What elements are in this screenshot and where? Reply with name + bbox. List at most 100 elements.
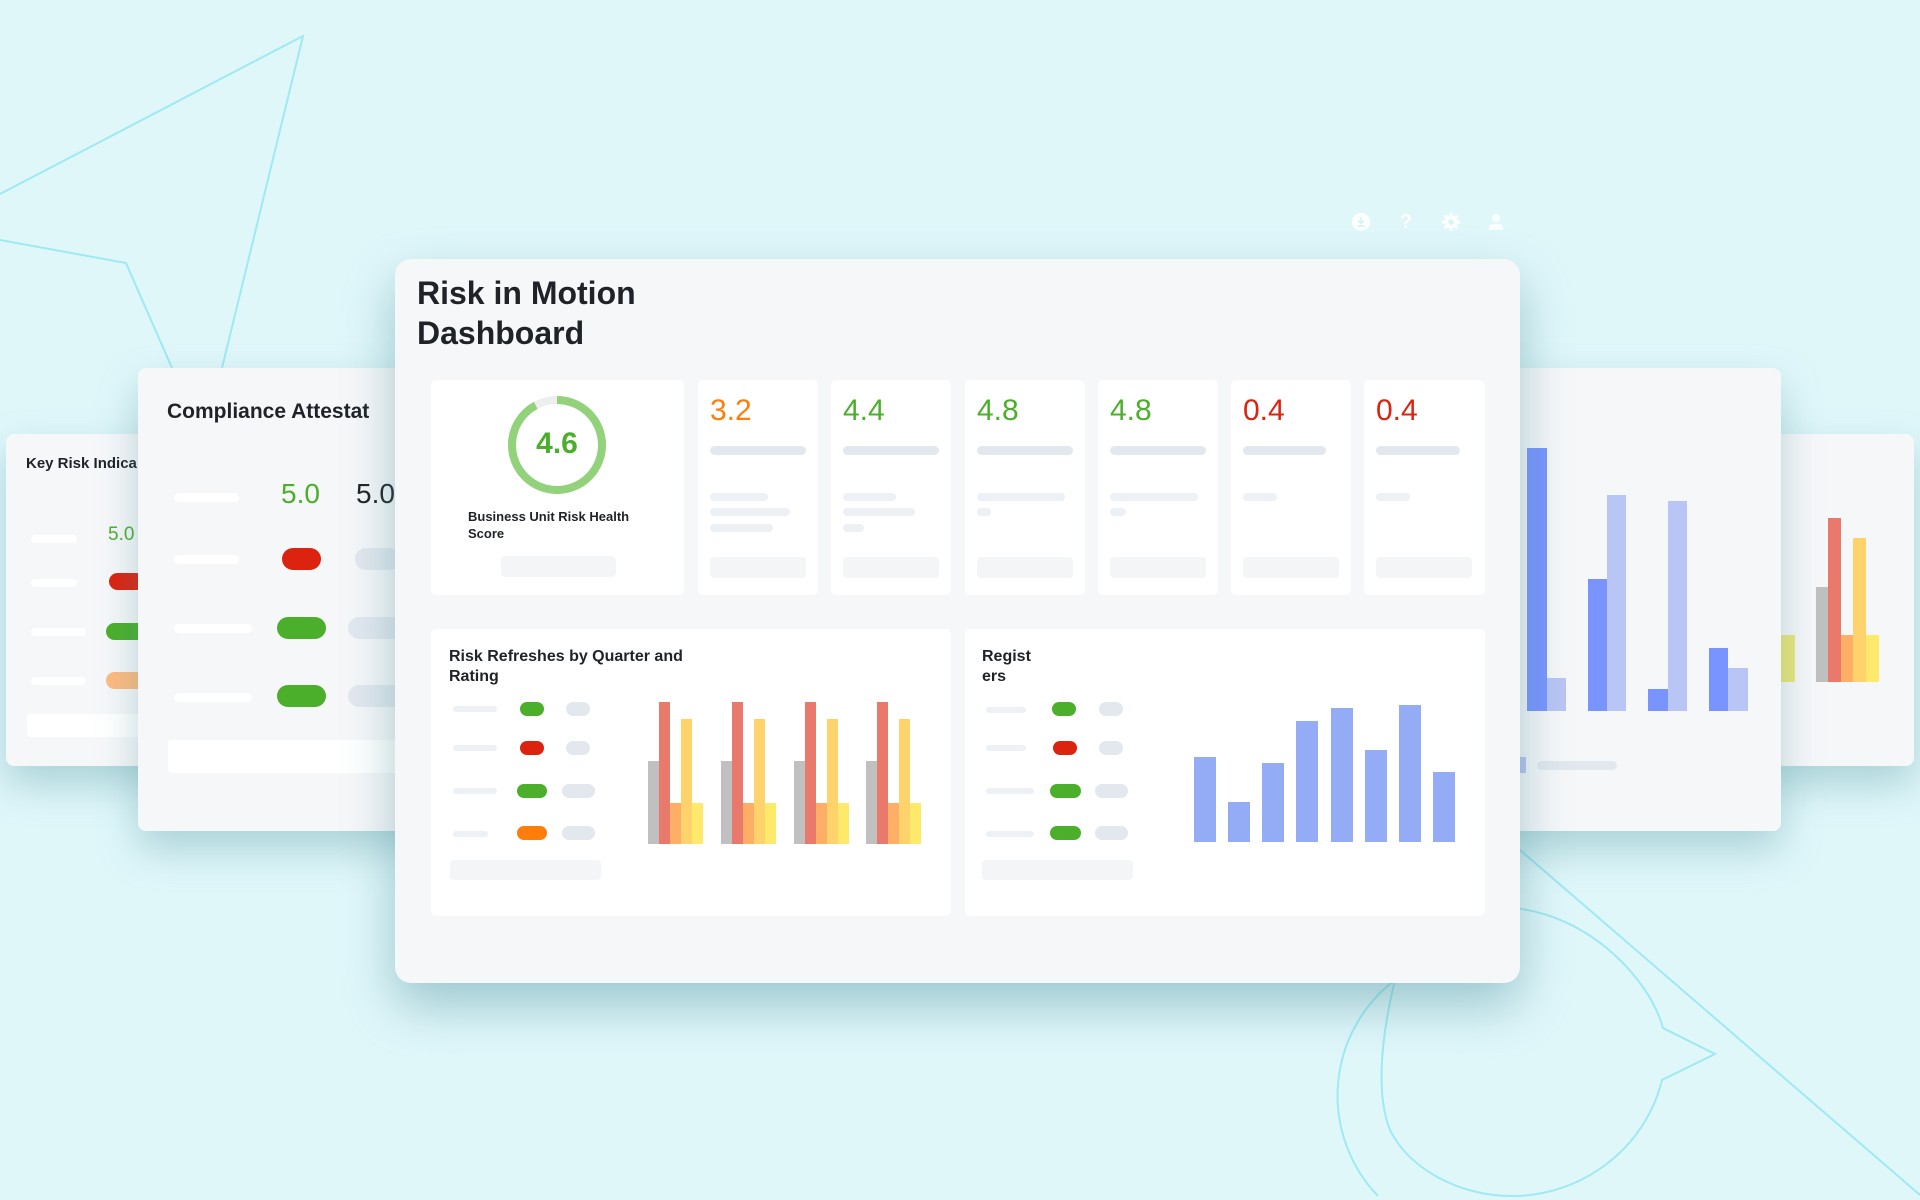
- kpi-text-placeholder: [843, 508, 915, 516]
- bar-light: [1668, 501, 1687, 711]
- health-gauge: [508, 396, 606, 494]
- kpi-footer-placeholder: [843, 557, 939, 578]
- bar-dark: [1648, 689, 1668, 711]
- footer-placeholder: [501, 556, 616, 577]
- row-label-placeholder: [453, 745, 497, 751]
- status-pill-green: [277, 617, 326, 639]
- bar-orange: [1841, 635, 1853, 682]
- bar-dark: [1527, 448, 1547, 711]
- kpi-card[interactable]: 3.2: [698, 380, 818, 595]
- download-icon[interactable]: [1349, 210, 1373, 234]
- help-glyph: ?: [1399, 210, 1413, 233]
- status-pill-neutral: [348, 617, 403, 639]
- key-risk-value: 5.0: [108, 524, 135, 545]
- page-title-line1: Risk in Motion: [417, 275, 636, 311]
- status-pill-neutral: [566, 702, 590, 716]
- health-score-label: Business Unit Risk Health Score: [468, 509, 630, 541]
- status-pill-neutral: [1099, 741, 1123, 755]
- status-pill-red: [109, 573, 145, 590]
- register-bar: [1365, 750, 1387, 842]
- status-pill-green: [277, 685, 326, 707]
- status-pill-neutral: [562, 826, 595, 840]
- health-score-card[interactable]: 4.6 Business Unit Risk Health Score: [431, 380, 684, 595]
- status-pill-green: [106, 623, 146, 640]
- bar-yellow: [765, 803, 776, 844]
- status-pill-green: [1050, 784, 1081, 798]
- risk-refreshes-panel[interactable]: Risk Refreshes by Quarter and Rating: [431, 629, 951, 916]
- kpi-title-placeholder: [843, 446, 939, 455]
- settings-icon[interactable]: [1439, 210, 1463, 234]
- kpi-value: 4.8: [977, 394, 1019, 427]
- registers-title: Regist ers: [982, 648, 1031, 685]
- register-bar: [1296, 721, 1318, 842]
- kpi-text-placeholder: [1243, 493, 1277, 501]
- status-pill-neutral: [1095, 784, 1128, 798]
- kpi-card[interactable]: 4.4: [831, 380, 951, 595]
- bar-light: [1607, 495, 1626, 711]
- kpi-footer-placeholder: [1243, 557, 1339, 578]
- row-label-placeholder: [986, 831, 1034, 837]
- compliance-attestation-card: Compliance Attestat 5.0 5.0: [138, 368, 438, 831]
- status-pill-red: [282, 548, 321, 570]
- kpi-value: 0.4: [1376, 394, 1418, 427]
- compliance-card-title: Compliance Attestat: [167, 400, 370, 423]
- status-pill-orange: [517, 826, 547, 840]
- rating-chart-card: [1760, 434, 1914, 766]
- registers-panel[interactable]: Regist ers: [965, 629, 1485, 916]
- kpi-footer-placeholder: [977, 557, 1073, 578]
- kpi-card[interactable]: 4.8: [1098, 380, 1218, 595]
- kpi-title-placeholder: [1376, 446, 1460, 455]
- bar-yellow: [838, 803, 849, 844]
- bar-red: [1828, 518, 1841, 682]
- row-label-placeholder: [453, 706, 497, 712]
- kpi-title-placeholder: [710, 446, 806, 455]
- bar-gray: [866, 761, 877, 844]
- bar-light: [1547, 678, 1566, 711]
- status-pill-neutral: [1095, 826, 1128, 840]
- help-icon[interactable]: ?: [1394, 210, 1418, 234]
- kpi-title-placeholder: [1243, 446, 1326, 455]
- bar-dark: [1588, 579, 1607, 711]
- row-label-placeholder: [986, 745, 1026, 751]
- row-label-placeholder: [174, 624, 252, 633]
- registers-chart: [965, 629, 1485, 916]
- status-pill-neutral: [355, 548, 400, 570]
- bar-red: [877, 702, 888, 844]
- kpi-value: 4.4: [843, 394, 885, 427]
- status-pill-neutral: [562, 784, 595, 798]
- kpi-title-placeholder: [977, 446, 1073, 455]
- risk-refreshes-title: Risk Refreshes by Quarter and Rating: [449, 648, 683, 685]
- register-bar: [1228, 802, 1250, 842]
- status-pill-green: [1052, 702, 1076, 716]
- kpi-card[interactable]: 0.4: [1231, 380, 1351, 595]
- row-label-placeholder: [174, 693, 252, 702]
- bar-yellow: [1866, 635, 1879, 682]
- row-label-placeholder: [31, 579, 77, 587]
- footer-placeholder: [982, 860, 1133, 880]
- page-title-line2: Dashboard: [417, 315, 585, 351]
- kpi-footer-placeholder: [1376, 557, 1472, 578]
- kpi-text-placeholder: [843, 493, 896, 501]
- kpi-card[interactable]: 0.4: [1364, 380, 1485, 595]
- risk-refreshes-chart: [431, 629, 951, 916]
- bar-golden: [754, 719, 765, 844]
- status-pill-green: [517, 784, 547, 798]
- kpi-value: 4.8: [1110, 394, 1152, 427]
- risk-in-motion-dashboard: Risk in Motion Dashboard 4.6 Business Un…: [395, 259, 1520, 983]
- row-label-placeholder: [174, 555, 239, 564]
- kpi-text-placeholder: [710, 493, 768, 501]
- status-pill-red: [1053, 741, 1077, 755]
- toolbar: ?: [1345, 210, 1505, 236]
- bar-golden: [681, 719, 692, 844]
- row-label-placeholder: [31, 628, 86, 636]
- kpi-text-placeholder: [977, 493, 1065, 501]
- bar-red: [732, 702, 743, 844]
- kpi-card[interactable]: 4.8: [965, 380, 1085, 595]
- bar-gray: [1816, 587, 1828, 682]
- kpi-footer-placeholder: [710, 557, 806, 578]
- row-label-placeholder: [174, 493, 239, 502]
- bar-red: [805, 702, 816, 844]
- user-icon[interactable]: [1484, 210, 1508, 234]
- register-bar: [1331, 708, 1353, 842]
- bar-golden: [899, 719, 910, 844]
